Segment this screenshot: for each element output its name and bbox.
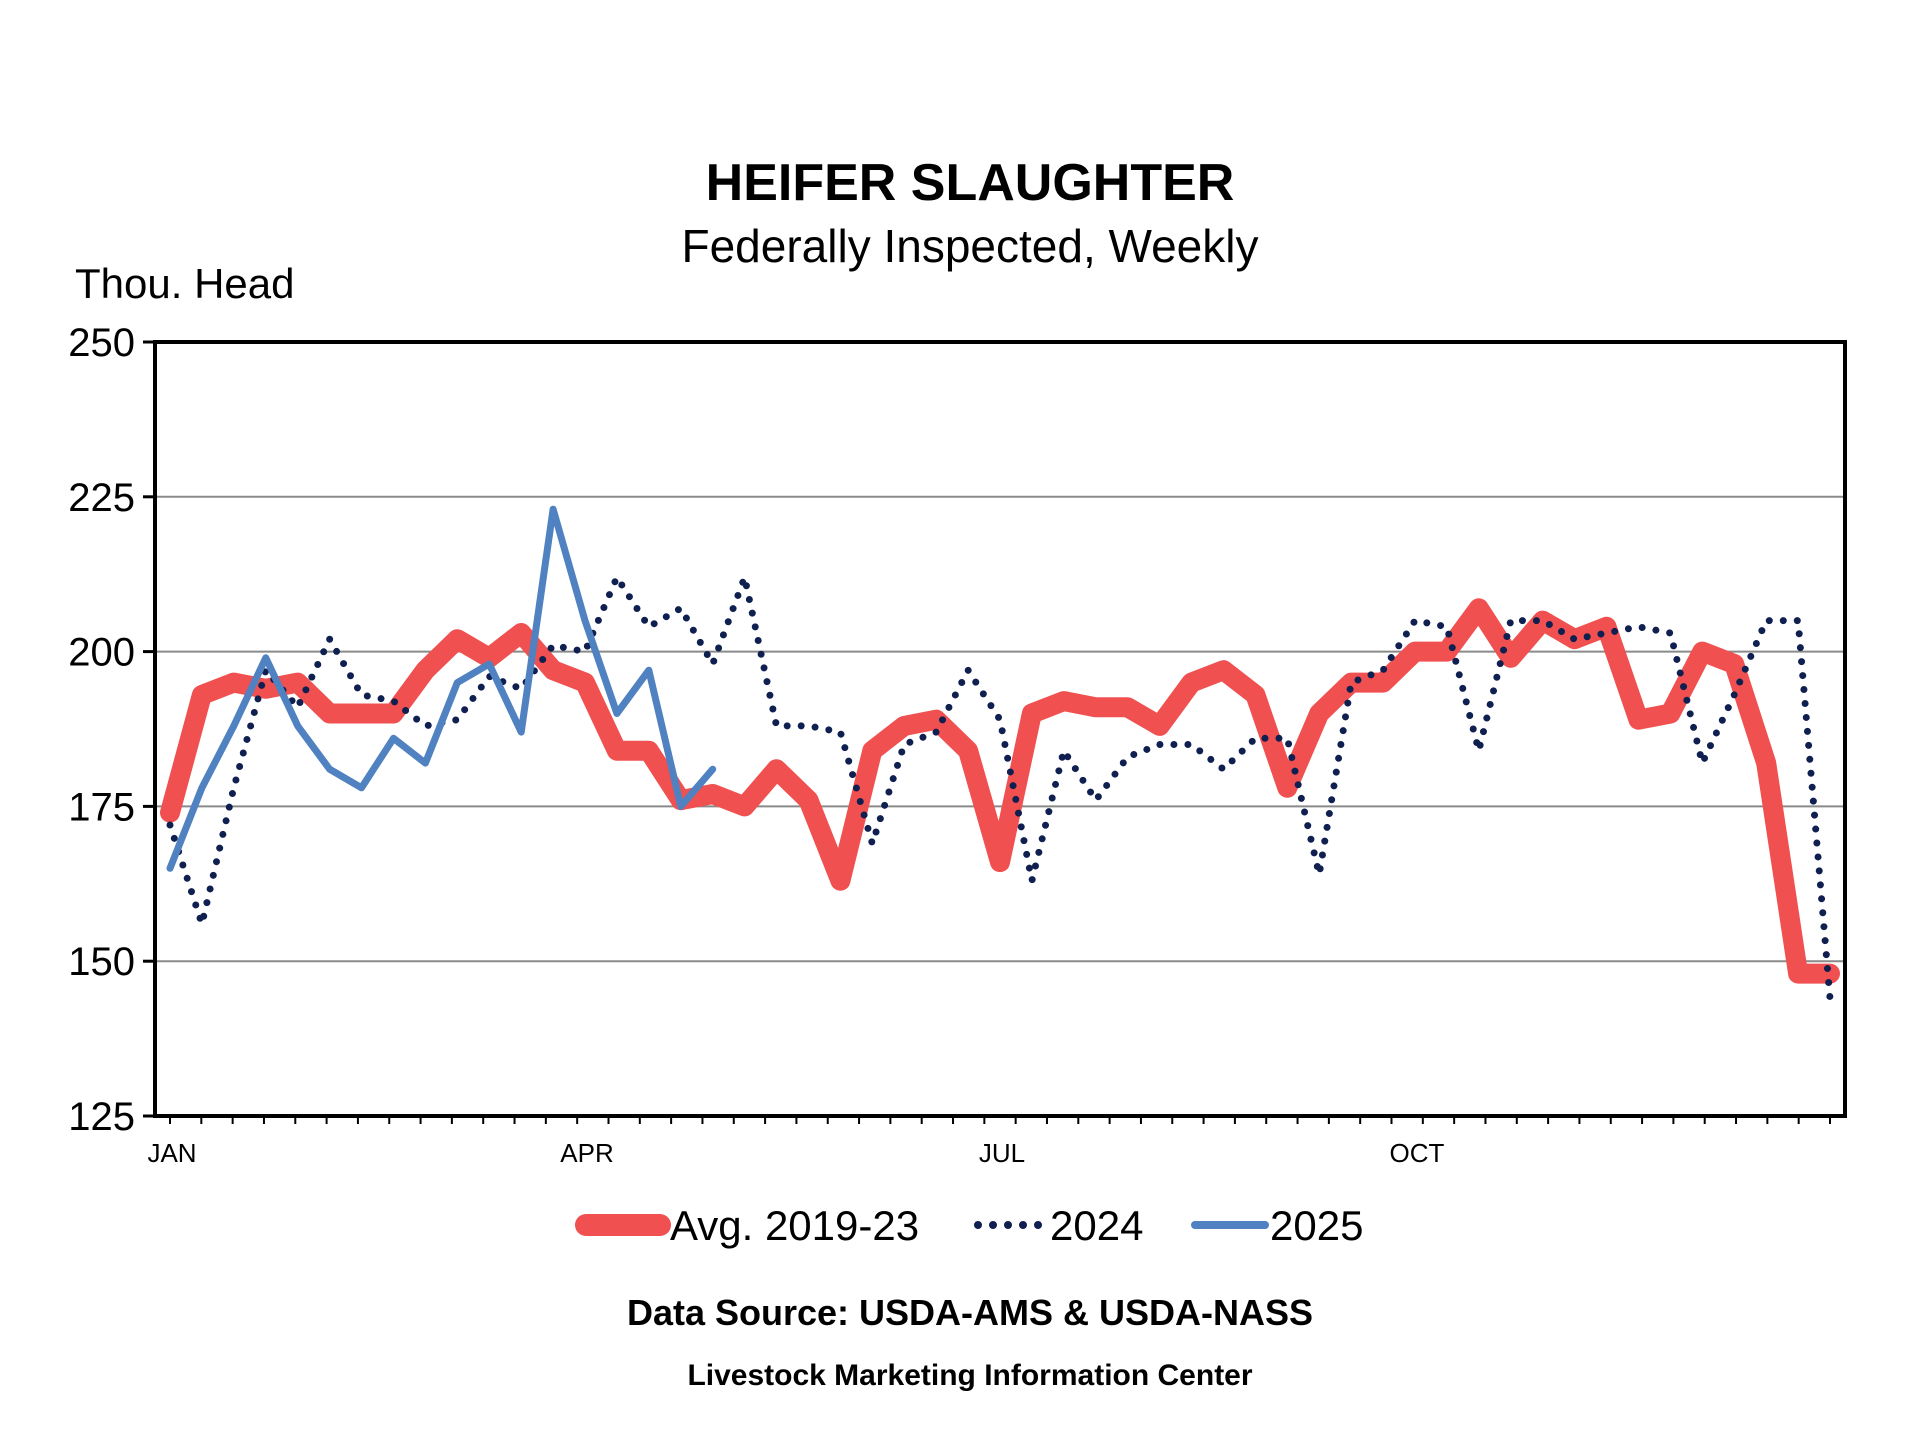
series-lines [160,505,1840,1002]
y-tick-label: 225 [68,476,135,520]
y-tick-label: 125 [68,1095,135,1139]
series-line-2024 [166,573,1834,1002]
y-tick-label: 175 [68,785,135,829]
legend-label-2024: 2024 [1050,1202,1143,1249]
series-line-avg-2019-23 [160,598,1840,984]
y-axis-ticks: 125 150 175 200 225 250 [68,321,155,1139]
series-line-2025 [166,505,717,872]
y-tick-label: 150 [68,940,135,984]
chart-subtitle: Federally Inspected, Weekly [682,220,1259,272]
organization-note: Livestock Marketing Information Center [687,1359,1252,1392]
data-source-note: Data Source: USDA-AMS & USDA-NASS [627,1292,1313,1333]
x-tick-label: JUL [979,1138,1025,1168]
y-axis-unit-label: Thou. Head [75,260,294,307]
plot-area-border [153,340,1847,1118]
x-tick-label: APR [560,1138,613,1168]
x-tick-label: JAN [147,1138,196,1168]
y-tick-label: 250 [68,321,135,365]
chart-title: HEIFER SLAUGHTER [706,154,1235,212]
x-tick-label: OCT [1390,1138,1445,1168]
legend-label-2025: 2025 [1270,1202,1363,1249]
x-axis-ticks: JAN APR JUL OCT [147,1116,1831,1168]
y-tick-label: 200 [68,631,135,675]
legend-label-avg: Avg. 2019-23 [670,1202,919,1249]
legend: Avg. 2019-23 2024 2025 [575,1202,1363,1249]
